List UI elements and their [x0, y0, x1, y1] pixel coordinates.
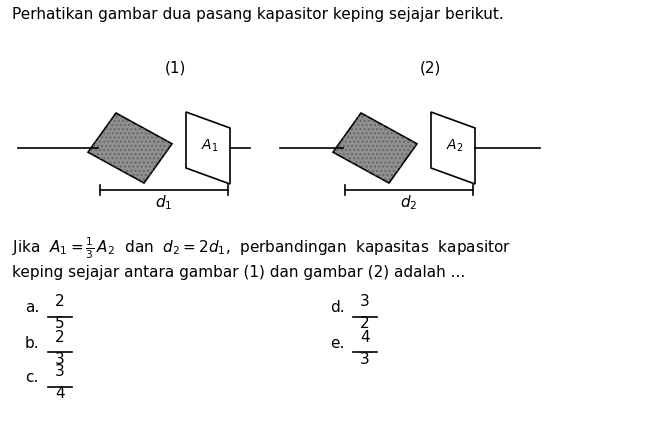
Text: a.: a. [25, 301, 39, 316]
Polygon shape [88, 113, 172, 183]
Polygon shape [431, 112, 475, 184]
Text: $d_2$: $d_2$ [400, 194, 418, 212]
Text: 3: 3 [55, 365, 65, 380]
Text: $A_1$: $A_1$ [201, 138, 219, 154]
Text: $d_1$: $d_1$ [156, 194, 173, 212]
Polygon shape [186, 112, 230, 184]
Text: c.: c. [25, 370, 38, 385]
Text: b.: b. [25, 335, 40, 351]
Text: 4: 4 [55, 386, 65, 401]
Text: 3: 3 [360, 294, 370, 309]
Text: 5: 5 [55, 316, 65, 332]
Text: e.: e. [330, 335, 344, 351]
Text: $A_2$: $A_2$ [447, 138, 464, 154]
Text: Jika  $A_1 = \frac{1}{3}\, A_2$  dan  $d_2 = 2d_1$,  perbandingan  kapasitas  ka: Jika $A_1 = \frac{1}{3}\, A_2$ dan $d_2 … [12, 235, 511, 261]
Text: Perhatikan gambar dua pasang kapasitor keping sejajar berikut.: Perhatikan gambar dua pasang kapasitor k… [12, 7, 504, 22]
Text: d.: d. [330, 301, 344, 316]
Text: 2: 2 [55, 294, 65, 309]
Text: (2): (2) [419, 61, 441, 76]
Text: keping sejajar antara gambar (1) dan gambar (2) adalah ...: keping sejajar antara gambar (1) dan gam… [12, 264, 465, 279]
Text: 3: 3 [55, 351, 65, 366]
Polygon shape [333, 113, 417, 183]
Text: 2: 2 [55, 329, 65, 344]
Text: 4: 4 [360, 329, 370, 344]
Text: 2: 2 [360, 316, 370, 332]
Text: (1): (1) [164, 61, 186, 76]
Text: 3: 3 [360, 351, 370, 366]
